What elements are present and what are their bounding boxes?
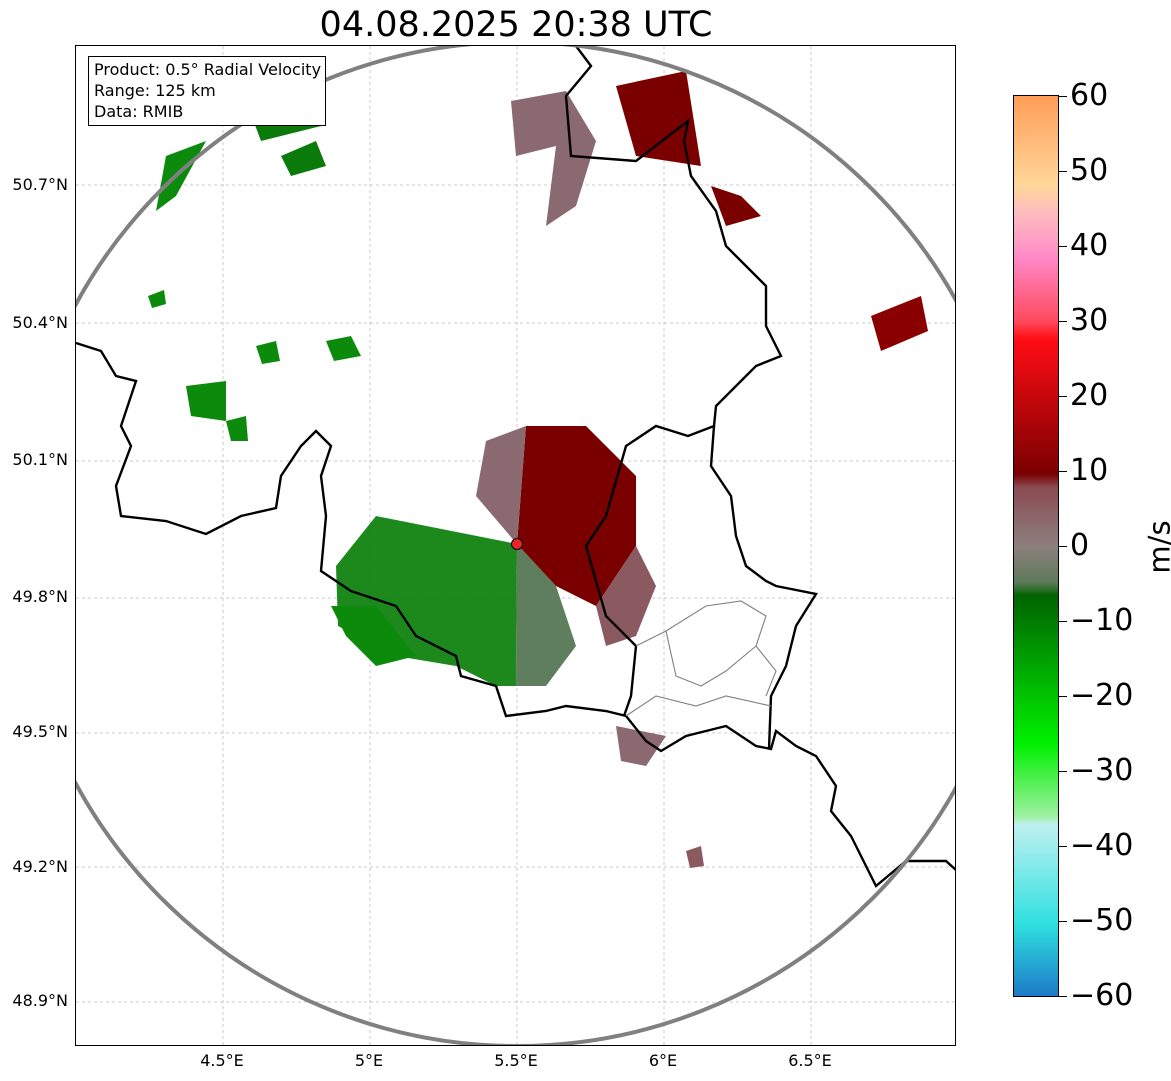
colorbar-label: −60	[1070, 978, 1134, 1013]
colorbar-tick	[1059, 921, 1067, 922]
lat-label: 50.4°N	[12, 313, 68, 332]
range-label: Range: 125 km	[94, 81, 216, 100]
colorbar-label: 60	[1070, 78, 1109, 113]
lat-label: 50.1°N	[12, 450, 68, 469]
product-label: Product: 0.5° Radial Velocity	[94, 60, 322, 79]
colorbar-label: 10	[1070, 453, 1109, 488]
product-info-box: Product: 0.5° Radial Velocity Range: 125…	[88, 56, 327, 126]
colorbar-tick	[1059, 846, 1067, 847]
regional-borders	[625, 600, 777, 717]
lat-label: 49.5°N	[12, 722, 68, 741]
colorbar-label: −50	[1070, 903, 1134, 938]
colorbar-label: −10	[1070, 603, 1134, 638]
lat-label: 48.9°N	[12, 991, 68, 1010]
colorbar-tick	[1059, 96, 1067, 97]
colorbar-label: −40	[1070, 828, 1134, 863]
map-title: 04.08.2025 20:38 UTC	[319, 5, 713, 45]
colorbar-tick	[1059, 246, 1067, 247]
lon-label: 5.5°E	[494, 1051, 538, 1070]
colorbar-label: −30	[1070, 753, 1134, 788]
lon-label: 4.5°E	[200, 1051, 244, 1070]
colorbar-tick	[1059, 996, 1067, 997]
colorbar-label: 50	[1070, 153, 1109, 188]
data-source-label: Data: RMIB	[94, 102, 184, 121]
lon-label: 6.5°E	[788, 1051, 832, 1070]
colorbar	[1013, 95, 1059, 997]
colorbar-tick	[1059, 696, 1067, 697]
colorbar-label: 20	[1070, 378, 1109, 413]
colorbar-label: 40	[1070, 228, 1109, 263]
radar-site-marker	[511, 538, 523, 550]
lon-label: 5°E	[354, 1051, 384, 1070]
colorbar-tick	[1059, 171, 1067, 172]
colorbar-label: 0	[1070, 528, 1090, 563]
colorbar-tick	[1059, 321, 1067, 322]
lat-label: 49.8°N	[12, 587, 68, 606]
echoes-inbound	[148, 91, 576, 686]
colorbar-tick	[1059, 396, 1067, 397]
radar-map[interactable]	[75, 45, 956, 1046]
colorbar-tick	[1059, 621, 1067, 622]
lon-label: 6°E	[648, 1051, 678, 1070]
colorbar-label: −20	[1070, 678, 1134, 713]
radar-map-canvas	[76, 46, 955, 1045]
colorbar-tick	[1059, 471, 1067, 472]
colorbar-label: 30	[1070, 303, 1109, 338]
lat-label: 50.7°N	[12, 175, 68, 194]
lat-label: 49.2°N	[12, 857, 68, 876]
country-borders	[76, 46, 955, 888]
colorbar-tick	[1059, 546, 1067, 547]
colorbar-tick	[1059, 771, 1067, 772]
colorbar-unit: m/s	[1142, 520, 1171, 574]
